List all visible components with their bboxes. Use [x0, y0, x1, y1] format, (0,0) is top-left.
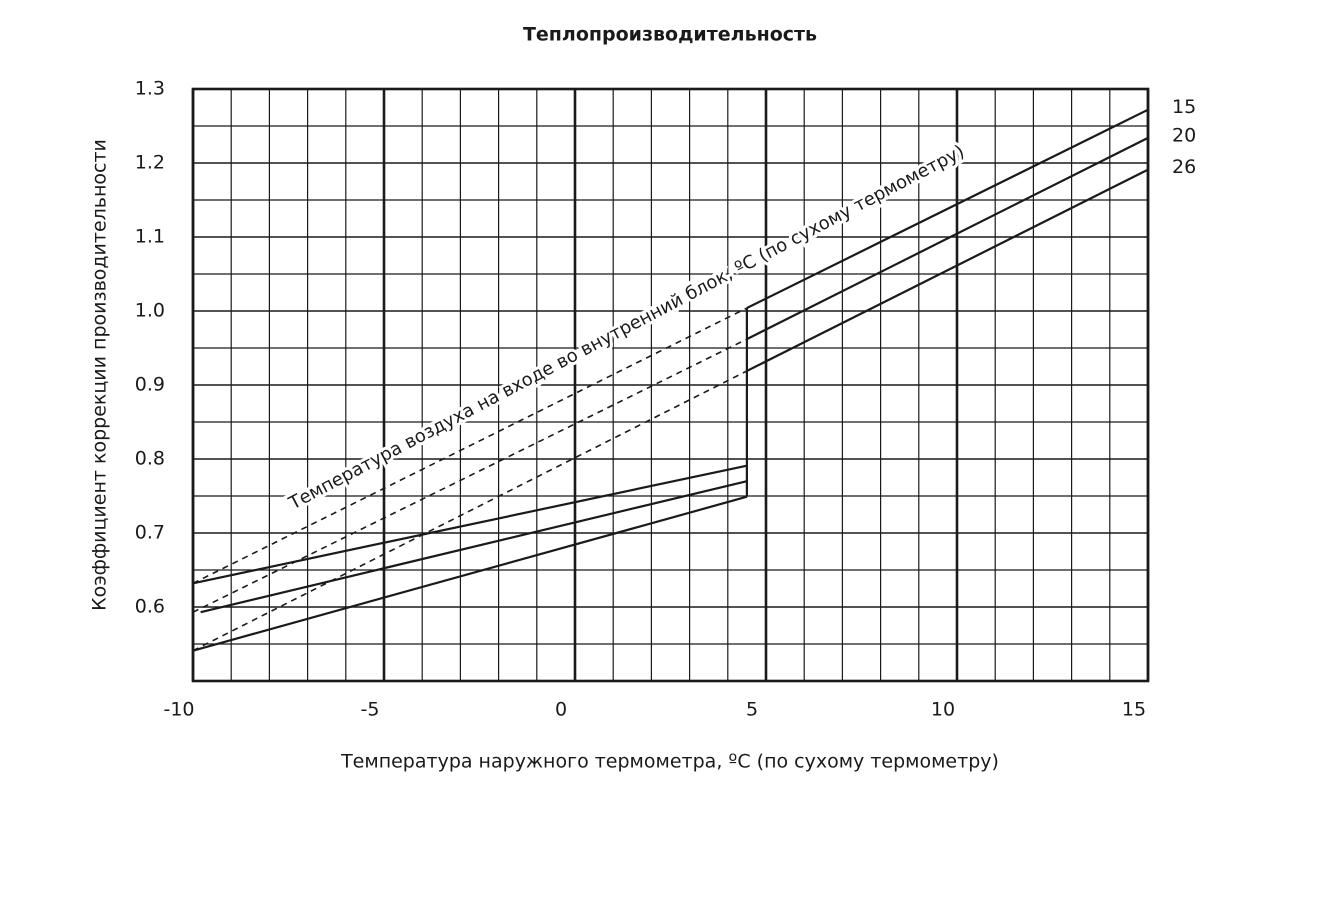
- legend-label: 20: [1172, 124, 1196, 146]
- y-tick-label: 0.9: [135, 374, 165, 396]
- x-tick-label: -5: [361, 699, 380, 721]
- plot-frame: [191, 87, 1150, 683]
- x-tick-label: -10: [163, 699, 194, 721]
- x-tick-label: 10: [931, 699, 955, 721]
- legend-label: 15: [1172, 96, 1196, 118]
- y-tick-label: 0.7: [135, 522, 165, 544]
- y-tick-label: 1.2: [135, 152, 165, 174]
- y-tick-label: 0.6: [135, 596, 165, 618]
- y-tick-label: 1.3: [135, 78, 165, 100]
- x-axis-label: Температура наружного термометра, ºC (по…: [340, 751, 999, 773]
- line-high: [746, 168, 1149, 372]
- chart-title: Теплопроизводительность: [523, 24, 817, 46]
- y-axis-label: Коэффициент коррекции производительности: [89, 139, 111, 611]
- x-tick-label: 0: [555, 699, 567, 721]
- legend-label: 26: [1172, 156, 1196, 178]
- x-tick-label: 5: [746, 699, 758, 721]
- line-low: [200, 480, 748, 614]
- y-tick-label: 0.8: [135, 448, 165, 470]
- y-tick-label: 1.1: [135, 226, 165, 248]
- dashed-line: [192, 370, 748, 652]
- dashed-line: [192, 307, 748, 585]
- line-low: [192, 464, 748, 585]
- line-low: [192, 495, 748, 652]
- line-high: [746, 108, 1149, 310]
- y-tick-label: 1.0: [135, 300, 165, 322]
- dashed-line: [192, 338, 748, 613]
- x-tick-label: 15: [1122, 699, 1146, 721]
- line-high: [746, 136, 1149, 341]
